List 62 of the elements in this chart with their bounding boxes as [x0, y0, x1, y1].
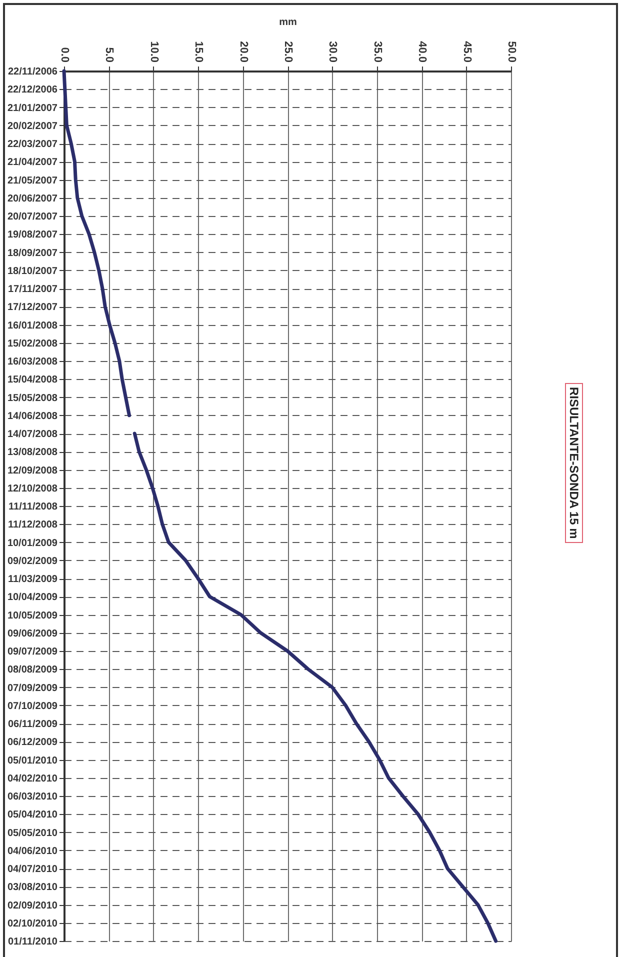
x-tick-label: 20.0	[237, 41, 250, 62]
text: RISULTANTE-SONDA 15 m	[565, 383, 583, 543]
y-tick-label: 04/07/2010	[7, 864, 58, 875]
y-tick-label: 14/07/2008	[7, 429, 58, 440]
y-tick-label: 05/05/2010	[7, 828, 58, 839]
y-tick-label: 15/02/2008	[7, 338, 58, 350]
y-tick-label: 17/11/2007	[8, 284, 58, 295]
x-tick-label: 45.0	[460, 41, 473, 62]
y-tick-label: 22/03/2007	[7, 139, 58, 150]
x-tick-label: 40.0	[416, 41, 428, 62]
y-tick-label: 02/10/2010	[7, 918, 58, 930]
y-tick-label: 14/06/2008	[7, 410, 58, 422]
x-tick-label: 0.0	[58, 47, 70, 62]
y-tick-label: 21/01/2007	[7, 102, 58, 114]
y-tick-label: 18/10/2007	[7, 266, 58, 277]
y-tick-label: 05/01/2010	[7, 755, 58, 766]
y-tick-label: 15/05/2008	[7, 392, 58, 404]
y-tick-label: 11/03/2009	[8, 574, 58, 585]
x-tick-label: 15.0	[192, 41, 205, 62]
y-tick-label: 01/11/2010	[8, 936, 58, 948]
y-tick-label: 06/11/2009	[8, 719, 58, 730]
y-tick-label: 04/02/2010	[7, 773, 58, 784]
y-tick-label: 06/12/2009	[7, 737, 58, 748]
y-tick-label: 10/04/2009	[7, 592, 58, 604]
x-axis-title: mm	[279, 17, 297, 28]
x-tick-label: 50.0	[506, 41, 518, 62]
y-tick-label: 15/04/2008	[7, 374, 58, 386]
y-tick-label: 10/05/2009	[7, 610, 58, 622]
y-tick-label: 12/09/2008	[7, 465, 58, 476]
y-tick-label: 16/03/2008	[7, 356, 58, 368]
y-tick-label: 07/10/2009	[7, 700, 58, 712]
y-tick-label: 16/01/2008	[7, 320, 58, 332]
y-tick-label: 22/11/2006	[8, 66, 58, 78]
y-tick-label: 18/09/2007	[7, 248, 58, 259]
y-tick-label: 08/08/2009	[7, 664, 58, 676]
y-tick-label: 21/05/2007	[7, 175, 58, 186]
y-tick-label: 22/12/2006	[7, 84, 58, 96]
y-tick-label: 12/10/2008	[7, 483, 58, 494]
y-tick-label: 21/04/2007	[7, 157, 58, 168]
y-tick-label: 07/09/2009	[7, 682, 58, 694]
y-tick-label: 02/09/2010	[7, 900, 58, 912]
y-tick-label: 09/06/2009	[7, 628, 58, 640]
y-tick-label: 03/08/2010	[7, 882, 58, 894]
x-tick-label: 30.0	[326, 41, 339, 62]
y-tick-label: 19/08/2007	[7, 230, 58, 241]
x-tick-label: 35.0	[371, 41, 384, 62]
y-tick-label: 09/07/2009	[7, 646, 58, 658]
y-tick-label: 13/08/2008	[7, 447, 58, 458]
y-tick-label: 05/04/2010	[7, 810, 58, 821]
y-tick-label: 04/06/2010	[7, 846, 58, 857]
y-tick-label: 20/07/2007	[7, 212, 58, 222]
y-tick-label: 17/12/2007	[7, 302, 58, 314]
y-tick-label: 20/06/2007	[7, 193, 58, 204]
x-tick-label: 25.0	[282, 41, 294, 62]
y-tick-label: 09/02/2009	[7, 556, 58, 567]
x-tick-label: 5.0	[103, 47, 116, 62]
y-tick-label: 10/01/2009	[7, 538, 58, 549]
y-tick-label: 11/11/2008	[8, 502, 58, 512]
y-tick-label: 06/03/2010	[7, 792, 58, 802]
y-tick-label: 20/02/2007	[7, 120, 58, 132]
x-tick-label: 10.0	[148, 41, 160, 62]
y-tick-label: 11/12/2008	[8, 520, 58, 531]
